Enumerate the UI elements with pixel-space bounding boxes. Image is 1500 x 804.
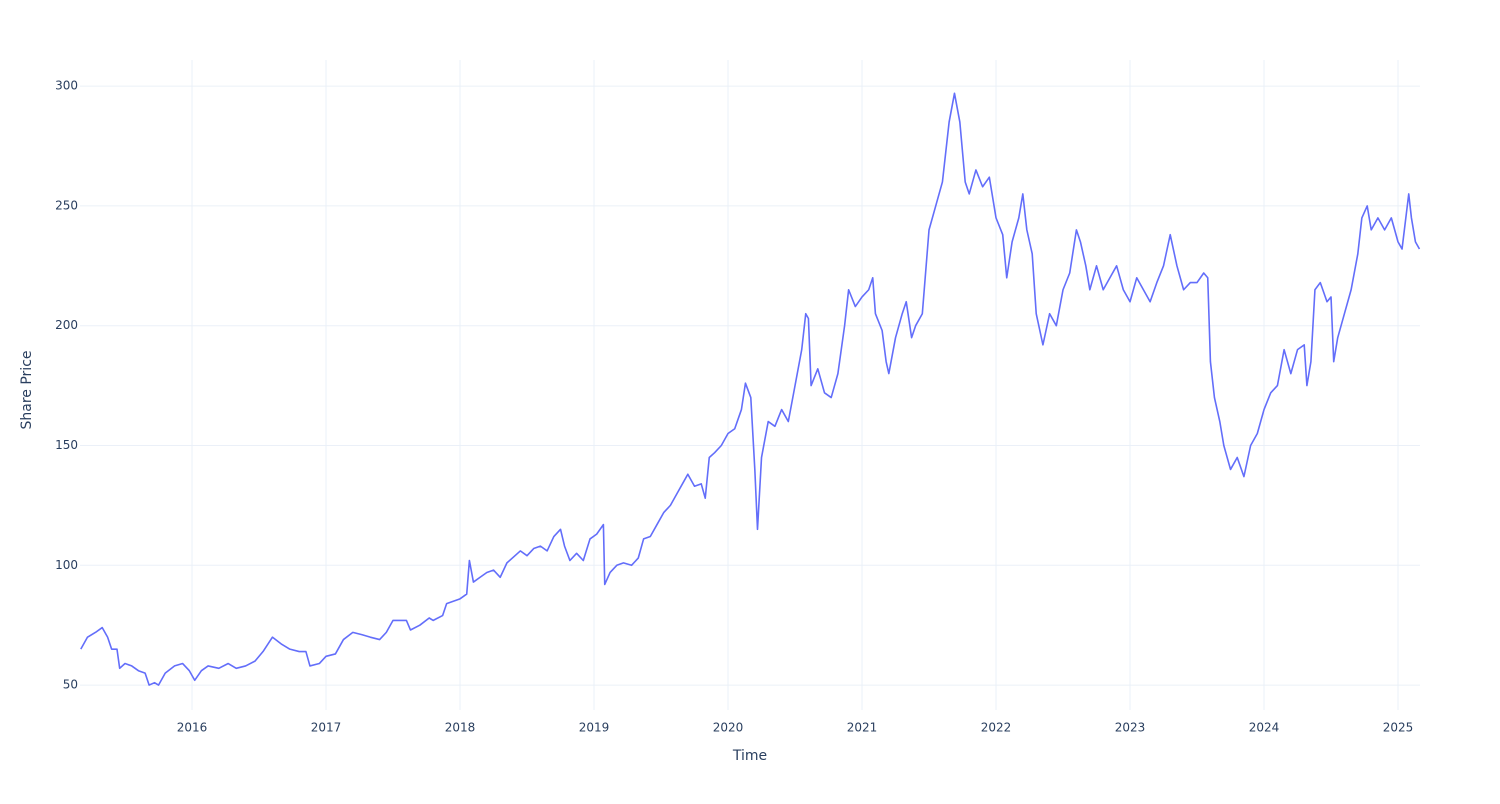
x-tick-label: 2020 <box>713 721 744 735</box>
price-line <box>80 92 1421 686</box>
y-tick-label: 250 <box>55 198 78 212</box>
x-tick-label: 2018 <box>445 721 476 735</box>
x-tick-label: 2025 <box>1383 721 1414 735</box>
y-tick-label: 100 <box>55 558 78 572</box>
x-tick-label: 2019 <box>579 721 610 735</box>
y-tick-label: 50 <box>63 678 78 692</box>
x-tick-label: 2017 <box>311 721 342 735</box>
x-tick-label: 2016 <box>177 721 208 735</box>
x-tick-label: 2022 <box>981 721 1012 735</box>
y-tick-label: 200 <box>55 318 78 332</box>
y-tick-label: 300 <box>55 79 78 93</box>
x-tick-label: 2024 <box>1249 721 1280 735</box>
y-tick-label: 150 <box>55 438 78 452</box>
y-axis-title: Share Price <box>19 350 35 429</box>
x-tick-label: 2021 <box>847 721 878 735</box>
x-tick-label: 2023 <box>1115 721 1146 735</box>
x-axis-title: Time <box>732 748 767 764</box>
